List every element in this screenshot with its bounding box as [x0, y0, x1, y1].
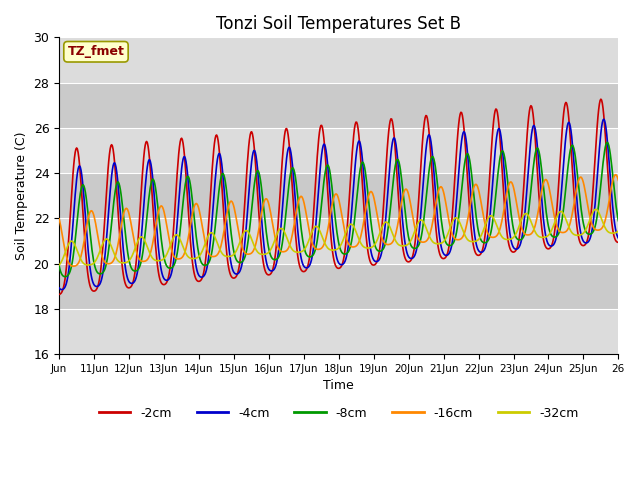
-4cm — [429, 152, 436, 157]
-16cm — [225, 204, 232, 210]
-2cm — [428, 166, 436, 172]
Line: -32cm: -32cm — [59, 209, 618, 265]
Bar — [59, 173, 618, 218]
-2cm — [252, 157, 259, 163]
-4cm — [614, 235, 622, 241]
-4cm — [122, 265, 129, 271]
-32cm — [55, 262, 63, 268]
-4cm — [58, 287, 66, 292]
-8cm — [61, 274, 69, 279]
-16cm — [614, 178, 622, 183]
-4cm — [397, 200, 405, 206]
Title: Tonzi Soil Temperatures Set B: Tonzi Soil Temperatures Set B — [216, 15, 461, 33]
-16cm — [273, 242, 281, 248]
-2cm — [121, 279, 129, 285]
-16cm — [429, 220, 436, 226]
Text: TZ_fmet: TZ_fmet — [68, 45, 124, 58]
Line: -4cm: -4cm — [59, 119, 618, 289]
Bar — [59, 83, 618, 128]
Y-axis label: Soil Temperature (C): Soil Temperature (C) — [15, 132, 28, 260]
-32cm — [84, 262, 92, 268]
-2cm — [273, 242, 280, 248]
-4cm — [55, 285, 63, 291]
-32cm — [429, 239, 436, 244]
Line: -16cm: -16cm — [59, 175, 618, 266]
-32cm — [614, 228, 622, 234]
-32cm — [273, 231, 281, 237]
-4cm — [225, 239, 232, 245]
Line: -2cm: -2cm — [59, 99, 618, 294]
Bar — [59, 309, 618, 354]
-16cm — [122, 206, 129, 212]
-2cm — [224, 258, 232, 264]
-8cm — [614, 218, 622, 224]
-16cm — [252, 240, 260, 246]
Legend: -2cm, -4cm, -8cm, -16cm, -32cm: -2cm, -4cm, -8cm, -16cm, -32cm — [94, 402, 584, 424]
-2cm — [55, 291, 63, 297]
-8cm — [252, 171, 260, 177]
-32cm — [592, 206, 600, 212]
Bar — [59, 218, 618, 264]
-2cm — [597, 96, 605, 102]
-8cm — [122, 232, 129, 238]
Bar — [59, 264, 618, 309]
-8cm — [55, 263, 63, 269]
-32cm — [252, 247, 260, 252]
-32cm — [397, 243, 405, 249]
-32cm — [225, 253, 232, 259]
-16cm — [397, 202, 405, 208]
-8cm — [225, 204, 232, 210]
-8cm — [397, 172, 405, 178]
-16cm — [55, 216, 63, 222]
-4cm — [273, 257, 281, 263]
-16cm — [612, 172, 620, 178]
-8cm — [273, 256, 281, 262]
-8cm — [604, 140, 611, 145]
-2cm — [614, 240, 622, 245]
-32cm — [122, 260, 129, 265]
-8cm — [429, 154, 436, 159]
-2cm — [397, 222, 404, 228]
-16cm — [70, 264, 77, 269]
-4cm — [252, 153, 260, 159]
-4cm — [600, 116, 607, 122]
Bar — [59, 128, 618, 173]
Bar — [59, 37, 618, 83]
Line: -8cm: -8cm — [59, 143, 618, 276]
X-axis label: Time: Time — [323, 379, 354, 392]
